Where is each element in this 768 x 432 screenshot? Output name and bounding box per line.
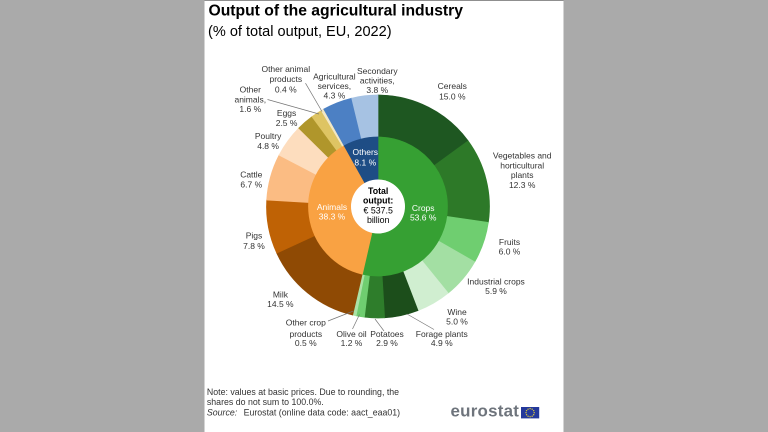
svg-text:5.0 %: 5.0 % [446,317,468,327]
svg-text:Pigs: Pigs [246,231,263,241]
svg-text:Secondary: Secondary [357,66,398,76]
svg-text:horticultural: horticultural [500,161,544,171]
svg-text:4.3 %: 4.3 % [324,90,346,100]
svg-text:products: products [289,329,322,339]
svg-text:53.6 %: 53.6 % [410,212,437,222]
svg-text:Poultry: Poultry [255,131,282,141]
svg-text:Vegetables and: Vegetables and [493,151,552,161]
svg-text:Animals: Animals [317,202,347,212]
svg-text:Cereals: Cereals [438,81,467,91]
svg-text:1.2 %: 1.2 % [341,338,363,348]
svg-text:14.5 %: 14.5 % [267,299,294,309]
svg-text:38.3 %: 38.3 % [319,211,346,221]
svg-text:Cattle: Cattle [240,169,262,179]
svg-text:1.6 %: 1.6 % [239,104,261,114]
svg-text:Other crop: Other crop [286,317,326,327]
svg-text:Source:Eurostat (online data c: Source: Eurostat (online data code: aact_… [207,408,400,418]
svg-text:12.3 %: 12.3 % [509,180,536,190]
svg-text:Forage plants: Forage plants [416,329,468,339]
svg-text:services,: services, [318,81,352,91]
svg-text:2.5 %: 2.5 % [276,118,298,128]
svg-text:Others: Others [353,147,379,157]
svg-text:billion: billion [367,215,390,225]
svg-text:Other animal: Other animal [261,64,310,74]
svg-text:2.9 %: 2.9 % [376,338,398,348]
svg-text:Milk: Milk [273,289,289,299]
svg-text:0.5 %: 0.5 % [295,338,317,348]
svg-text:Total: Total [368,186,388,196]
svg-text:Agricultural: Agricultural [313,72,356,82]
svg-text:output:: output: [363,195,393,205]
svg-text:6.0 %: 6.0 % [499,247,521,257]
svg-text:Fruits: Fruits [499,237,520,247]
svg-text:plants: plants [511,170,534,180]
svg-text:3.8 %: 3.8 % [366,85,388,95]
svg-text:animals,: animals, [234,95,266,105]
svg-text:Eggs: Eggs [277,108,296,118]
svg-text:activities,: activities, [360,75,395,85]
svg-text:Crops: Crops [412,203,435,213]
svg-text:6.7 %: 6.7 % [240,179,262,189]
svg-text:Wine: Wine [447,307,467,317]
svg-text:8.1 %: 8.1 % [354,157,376,167]
svg-text:shares do not sum to 100.0%.: shares do not sum to 100.0%. [207,397,324,407]
svg-text:4.8 %: 4.8 % [257,141,279,151]
svg-text:Industrial crops: Industrial crops [467,276,525,286]
svg-text:(% of total output, EU, 2022): (% of total output, EU, 2022) [208,24,392,40]
svg-text:7.8 %: 7.8 % [243,241,265,251]
svg-text:Other: Other [240,84,261,94]
svg-text:0.4 %: 0.4 % [275,85,297,95]
svg-text:Potatoes: Potatoes [370,329,404,339]
svg-text:Olive oil: Olive oil [336,329,366,339]
svg-text:4.9 %: 4.9 % [431,338,453,348]
svg-text:eurostat: eurostat [451,402,520,421]
svg-text:15.0 %: 15.0 % [439,91,466,101]
svg-text:products: products [269,74,302,84]
svg-text:€ 537.5: € 537.5 [364,205,393,215]
svg-text:Note: values at basic prices.: Note: values at basic prices. Due to rou… [207,387,399,397]
svg-text:Output of the agricultural ind: Output of the agricultural industry [209,2,464,19]
svg-text:5.9 %: 5.9 % [485,286,507,296]
